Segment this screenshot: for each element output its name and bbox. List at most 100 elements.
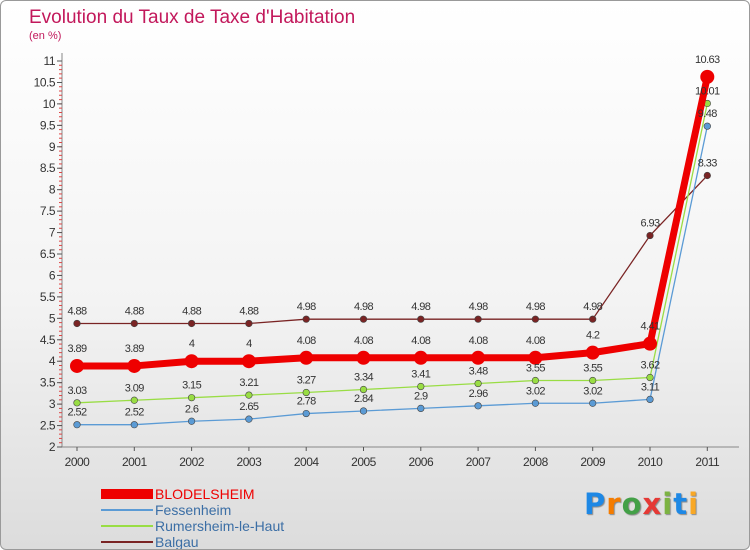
y-tick-label: 9: [49, 140, 56, 154]
data-point: [417, 315, 425, 323]
chart-title: Evolution du Taux de Taxe d'Habitation: [29, 7, 356, 28]
y-tick-label: 6.5: [40, 247, 56, 261]
x-tick-label: 2006: [408, 455, 434, 469]
data-label: 4.88: [239, 305, 258, 317]
data-label: 3.55: [583, 363, 602, 375]
x-tick-label: 2009: [580, 455, 606, 469]
legend-swatch: [101, 489, 153, 499]
data-point: [474, 315, 482, 323]
data-point: [302, 388, 310, 397]
data-point: [188, 417, 196, 425]
data-label: 4.98: [354, 301, 373, 313]
logo-letter: P: [584, 487, 607, 521]
data-label: 4.41: [640, 321, 659, 333]
data-point: [474, 379, 482, 388]
y-tick-label: 7.5: [40, 204, 56, 218]
data-point: [703, 171, 711, 180]
y-tick-label: 5: [49, 311, 56, 325]
data-point: [531, 399, 540, 407]
data-label: 3.34: [354, 372, 373, 384]
series-line: [77, 175, 708, 325]
x-tick-label: 2008: [523, 455, 549, 469]
data-label: 4.88: [125, 305, 144, 317]
data-label: 3.27: [297, 375, 316, 387]
data-point: [127, 358, 142, 373]
data-point: [471, 350, 486, 365]
data-point: [700, 69, 715, 84]
y-tick-label: 6: [49, 268, 56, 282]
data-point: [528, 350, 543, 365]
data-point: [359, 385, 368, 394]
data-point: [646, 373, 654, 382]
data-label: 2.96: [469, 388, 488, 400]
data-label: 3.41: [411, 369, 430, 381]
data-label: 4.88: [67, 305, 86, 317]
legend-label: Balgau: [155, 534, 199, 550]
data-label: 9.48: [698, 108, 717, 120]
data-label: 3.62: [640, 360, 659, 372]
data-point: [188, 394, 196, 402]
data-point: [130, 421, 138, 429]
data-label: 10.63: [695, 54, 720, 66]
data-point: [703, 122, 711, 130]
y-tick-label: 10: [43, 97, 56, 111]
data-point: [646, 231, 654, 240]
data-label: 4.08: [297, 335, 316, 347]
data-label: 4.2: [586, 330, 600, 342]
y-tick-label: 10.5: [34, 75, 56, 89]
data-label: 3.21: [239, 377, 258, 389]
data-label: 3.02: [583, 385, 602, 397]
proxiti-logo: Proxiti: [584, 487, 699, 521]
data-label: 3.48: [469, 366, 488, 378]
legend-item: Balgau: [101, 534, 361, 550]
logo-letter: i: [688, 487, 700, 521]
data-point: [589, 376, 597, 385]
data-point: [73, 399, 81, 407]
legend-label: Rumersheim-le-Haut: [155, 518, 285, 534]
series-line: [77, 126, 708, 426]
series-line: [77, 76, 711, 370]
data-point: [413, 350, 428, 365]
data-label: 3.03: [67, 385, 86, 397]
data-label: 2.78: [297, 396, 316, 408]
data-point: [130, 319, 138, 328]
legend-label: BLODELSHEIM: [155, 486, 255, 502]
logo-letter: o: [621, 487, 643, 521]
data-label: 2.9: [414, 390, 428, 402]
data-point: [356, 350, 371, 365]
data-point: [531, 376, 540, 385]
x-tick-label: 2000: [65, 455, 91, 469]
data-label: 2.65: [239, 401, 258, 413]
data-point: [245, 415, 253, 423]
data-label: 4.88: [182, 305, 201, 317]
data-label: 4: [189, 338, 195, 350]
legend-swatch: [101, 541, 153, 543]
data-label: 10.01: [695, 85, 720, 97]
y-tick-label: 2: [49, 440, 56, 454]
data-point: [70, 358, 84, 373]
data-point: [188, 319, 196, 328]
chart-subtitle: (en %): [29, 30, 62, 42]
y-tick-label: 8.5: [40, 161, 56, 175]
data-point: [245, 319, 253, 328]
logo-letter: t: [673, 487, 689, 521]
data-point: [474, 402, 482, 410]
data-label: 6.93: [640, 218, 659, 230]
data-label: 2.52: [125, 407, 144, 419]
legend-item: BLODELSHEIM: [101, 486, 361, 502]
y-tick-label: 5.5: [40, 290, 56, 304]
x-tick-label: 2005: [351, 455, 377, 469]
y-tick-label: 11: [44, 54, 56, 68]
data-label: 3.89: [125, 343, 144, 355]
y-tick-label: 2.5: [40, 419, 56, 433]
x-tick-label: 2010: [638, 455, 664, 469]
data-point: [73, 421, 81, 429]
legend-swatch: [101, 509, 153, 511]
data-point: [359, 315, 368, 323]
data-label: 8.33: [698, 158, 717, 170]
data-point: [531, 315, 540, 323]
data-point: [646, 395, 654, 403]
data-label: 3.89: [67, 343, 86, 355]
